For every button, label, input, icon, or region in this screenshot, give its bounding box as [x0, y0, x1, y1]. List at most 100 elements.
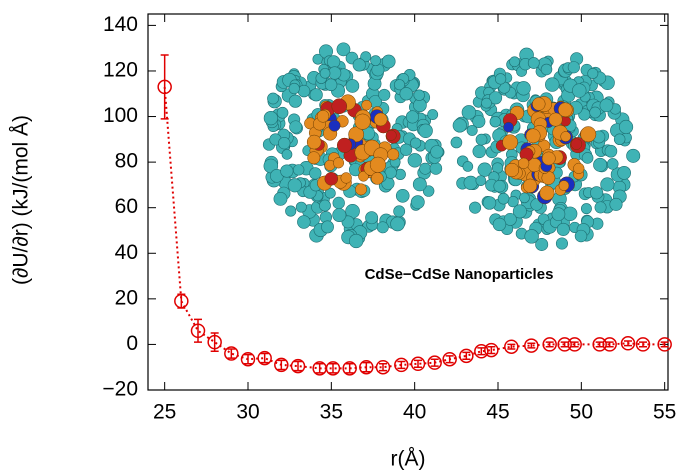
- ligand-atom: [276, 106, 289, 119]
- ligand-atom: [594, 201, 607, 214]
- error-bar: [397, 360, 406, 370]
- core-atom: [328, 119, 341, 132]
- ligand-atom: [572, 83, 587, 98]
- error-bar: [605, 341, 614, 348]
- ligand-atom: [567, 61, 580, 74]
- core-atom: [340, 172, 352, 184]
- ligand-atom: [319, 67, 331, 79]
- ligand-atom: [580, 203, 592, 215]
- error-bar: [244, 353, 252, 365]
- core-atom: [385, 129, 397, 141]
- ligand-atom: [555, 237, 568, 250]
- core-atom: [324, 172, 339, 186]
- x-tick-label: 55: [653, 401, 676, 424]
- core-atom: [517, 157, 530, 169]
- ligand-atom: [512, 204, 527, 219]
- ligand-atom: [280, 164, 294, 178]
- core-atom: [532, 97, 546, 111]
- ligand-atom: [606, 158, 619, 170]
- data-point: [410, 356, 426, 372]
- core-atom: [558, 180, 570, 191]
- ligand-atom: [430, 145, 444, 159]
- ligand-atom: [475, 133, 488, 146]
- ligand-atom: [593, 157, 608, 172]
- ligand-atom: [452, 118, 467, 133]
- x-tick-label: 30: [236, 401, 259, 424]
- nanoparticle-image: [262, 42, 641, 251]
- data-point: [484, 342, 499, 358]
- ligand-atom: [619, 119, 634, 135]
- ligand-atom: [360, 51, 372, 63]
- y-tick-label: 40: [115, 241, 138, 264]
- ligand-atom: [297, 84, 311, 98]
- annotation: CdSe−CdSe Nanoparticles: [365, 266, 554, 283]
- y-tick-label: 60: [115, 195, 138, 218]
- ligand-atom: [319, 199, 331, 212]
- y-tick-label: −20: [102, 378, 138, 401]
- x-tick-label: 35: [320, 401, 343, 424]
- x-tick-label: 25: [153, 401, 176, 424]
- error-bar: [260, 352, 269, 364]
- core-atom: [369, 156, 387, 173]
- core-atom: [387, 148, 400, 161]
- ligand-atom: [587, 68, 599, 79]
- ligand-atom: [481, 97, 492, 109]
- ligand-atom: [332, 196, 345, 210]
- data-point: [274, 357, 289, 373]
- error-bar: [294, 360, 302, 372]
- core-atom: [373, 112, 388, 127]
- data-point: [342, 361, 357, 376]
- ligand-atom: [540, 63, 553, 76]
- ligand-atom: [562, 206, 578, 222]
- y-tick-label: 100: [103, 104, 138, 127]
- x-tick-label: 45: [486, 401, 509, 424]
- ligand-atom: [273, 191, 288, 206]
- ligand-atom: [551, 207, 566, 222]
- core-atom: [361, 99, 372, 111]
- ligand-atom: [556, 222, 570, 236]
- core-atom: [541, 151, 556, 166]
- core-atom: [539, 185, 555, 201]
- ligand-atom: [405, 110, 419, 124]
- ligand-atom: [524, 229, 539, 244]
- error-bar: [362, 361, 371, 373]
- core-atom: [355, 183, 367, 196]
- ligand-atom: [413, 89, 425, 101]
- y-axis-label: (∂U/∂r) (kJ/(mol Å): [10, 115, 33, 285]
- ligand-atom: [509, 56, 520, 68]
- ligand-atom: [278, 137, 291, 150]
- ligand-atom: [472, 144, 486, 159]
- data-point: [224, 346, 239, 361]
- ligand-atom: [349, 233, 364, 249]
- ligand-atom: [332, 208, 347, 223]
- ligand-atom: [617, 166, 631, 180]
- core-atom: [557, 102, 573, 118]
- ligand-atom: [427, 109, 439, 120]
- data-point: [174, 293, 189, 309]
- data-point: [375, 359, 391, 375]
- error-bar: [545, 341, 554, 348]
- core-atom: [503, 121, 514, 133]
- error-bar: [194, 318, 202, 343]
- ligand-atom: [309, 167, 322, 180]
- ligand-atom: [599, 98, 614, 113]
- ligand-atom: [527, 57, 540, 69]
- ligand-atom: [289, 120, 303, 134]
- core-atom: [580, 126, 597, 143]
- error-bar: [507, 343, 516, 350]
- ligand-atom: [590, 186, 604, 200]
- ligand-atom: [600, 177, 615, 192]
- data-point: [442, 351, 457, 367]
- ligand-atom: [494, 73, 507, 85]
- ligand-atom: [535, 237, 549, 251]
- core-atom: [548, 112, 563, 127]
- data-point: [620, 336, 636, 351]
- data-point: [359, 359, 374, 375]
- error-bar: [329, 363, 337, 374]
- error-bar: [315, 363, 324, 374]
- ligand-atom: [381, 54, 396, 69]
- ligand-atom: [516, 81, 531, 96]
- ligand-atom: [285, 205, 297, 217]
- data-point: [257, 350, 272, 366]
- ligand-atom: [472, 114, 486, 128]
